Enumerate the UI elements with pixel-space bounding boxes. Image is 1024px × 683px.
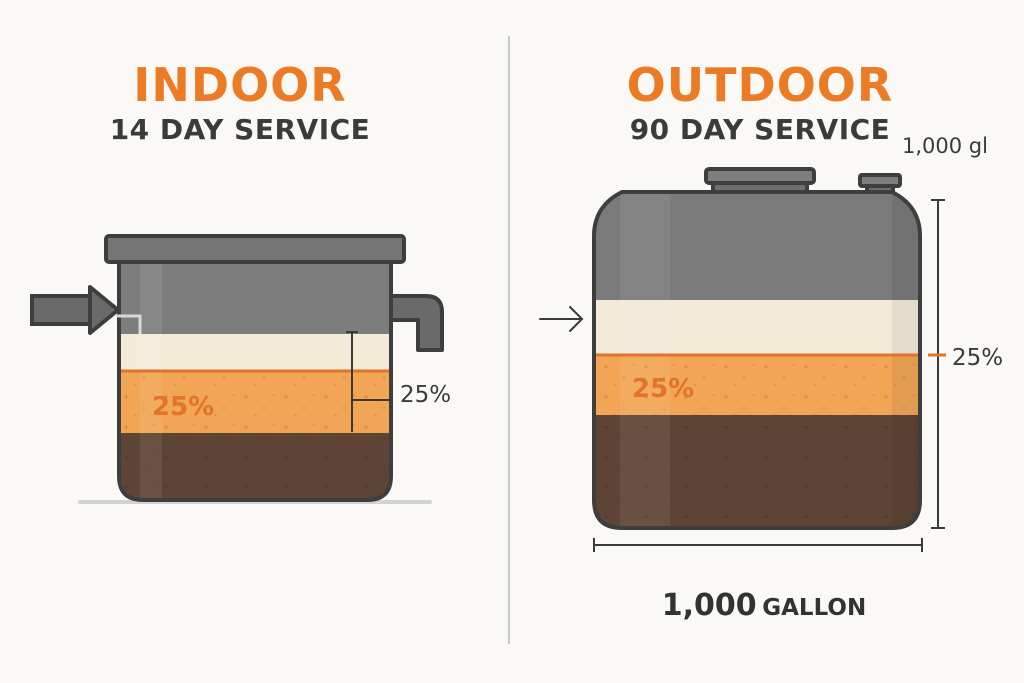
indoor-tank — [30, 234, 444, 504]
outdoor-cap — [704, 167, 816, 185]
outdoor-layer-percent: 25% — [632, 374, 695, 404]
outdoor-height-dimension — [931, 199, 945, 529]
indoor-dimension-bracket — [346, 331, 392, 432]
outdoor-dimension-percent: 25% — [952, 345, 1004, 371]
indoor-title: INDOOR — [133, 58, 347, 112]
outdoor-title: OUTDOOR — [626, 58, 894, 112]
outdoor-width-dimension — [593, 538, 923, 552]
outdoor-inlet-arrow — [539, 306, 584, 332]
indoor-outlet-pipe — [389, 294, 444, 352]
indoor-subtitle: 14 DAY SERVICE — [109, 113, 371, 146]
indoor-air-layer — [119, 262, 391, 334]
indoor-lid — [104, 234, 406, 264]
indoor-scum-layer — [119, 334, 391, 371]
indoor-inlet-arrow — [30, 285, 142, 335]
outdoor-size-label: 1,000 GALLON — [640, 591, 888, 621]
indoor-layer-percent: 25% — [152, 392, 215, 422]
outdoor-size-number: 1,000 — [661, 588, 757, 623]
indoor-dimension-percent: 25% — [400, 382, 452, 408]
outdoor-scum-layer — [594, 300, 920, 355]
outdoor-capacity-note: 1,000 gl — [902, 134, 988, 158]
outdoor-size-unit: GALLON — [762, 595, 867, 621]
outdoor-tank — [539, 167, 946, 552]
outdoor-subtitle: 90 DAY SERVICE — [629, 113, 891, 146]
outdoor-air-layer — [594, 192, 920, 300]
